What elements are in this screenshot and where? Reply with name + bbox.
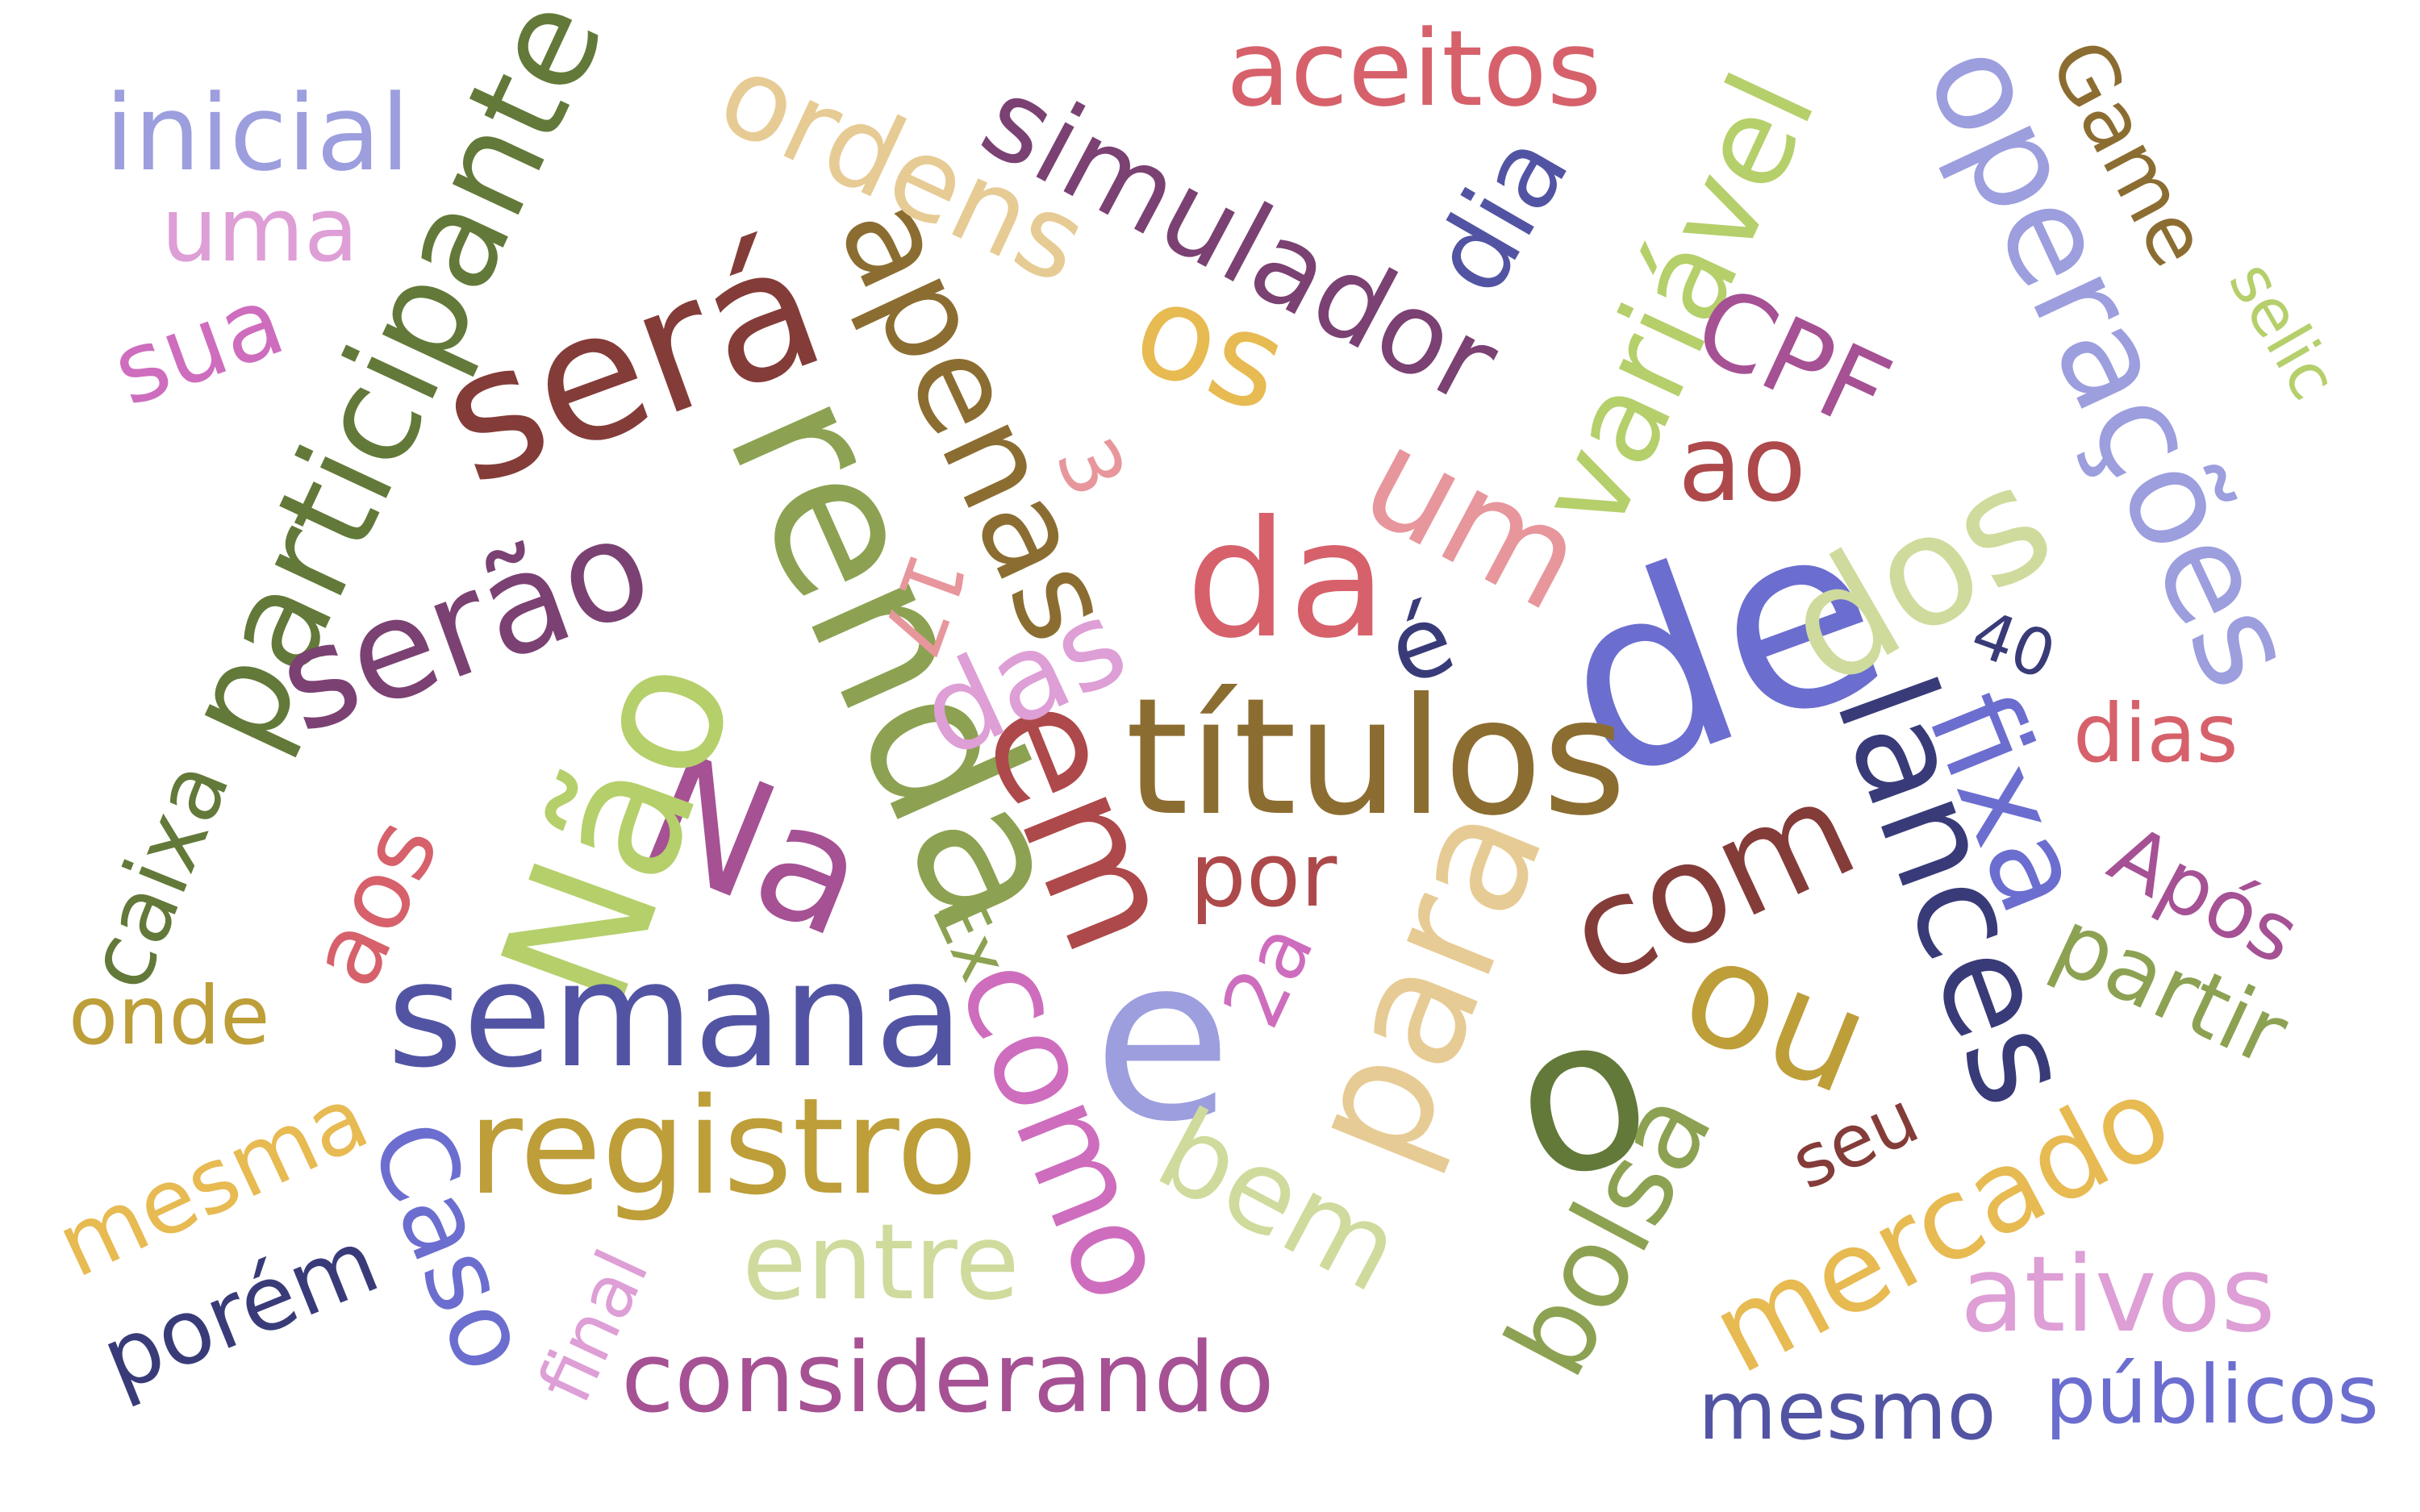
word-mesmo: mesmo [1698,1364,1996,1458]
word-registro: registro [468,1069,978,1224]
word-inicial: inicial [105,72,411,194]
word-e: e [1093,909,1233,1172]
word-considerando: considerando [621,1322,1275,1435]
word-selic: selic [2213,248,2352,412]
word-dias: dias [2073,686,2238,781]
word-semana: semana [387,931,964,1100]
word-ao: ao [1678,402,1807,525]
word-ativos: ativos [1960,1233,2276,1356]
word-uma: uma [161,178,359,281]
word-titulos: títulos [1125,664,1627,852]
word-da: da [1186,486,1387,674]
word-caixa: caixa [65,747,250,1003]
word-publicos: públicos [2045,1347,2380,1442]
word-por: por [1190,823,1337,927]
word-aceitos: aceitos [1226,7,1602,130]
word-sua: sua [98,264,298,429]
word-entre: entre [742,1201,1020,1323]
word-onde: onde [69,968,270,1063]
